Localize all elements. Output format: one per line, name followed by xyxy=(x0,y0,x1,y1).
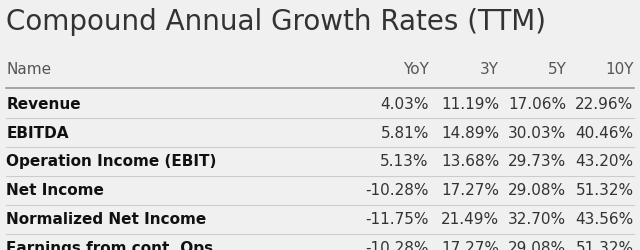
Text: 5Y: 5Y xyxy=(548,61,566,76)
Text: YoY: YoY xyxy=(403,61,429,76)
Text: 17.27%: 17.27% xyxy=(441,182,499,198)
Text: -11.75%: -11.75% xyxy=(365,211,429,226)
Text: 43.20%: 43.20% xyxy=(575,154,634,169)
Text: 51.32%: 51.32% xyxy=(575,182,634,198)
Text: 43.56%: 43.56% xyxy=(575,211,634,226)
Text: Name: Name xyxy=(6,61,52,76)
Text: 40.46%: 40.46% xyxy=(575,125,634,140)
Text: 29.08%: 29.08% xyxy=(508,182,566,198)
Text: 4.03%: 4.03% xyxy=(380,96,429,111)
Text: 30.03%: 30.03% xyxy=(508,125,566,140)
Text: 29.73%: 29.73% xyxy=(508,154,566,169)
Text: 21.49%: 21.49% xyxy=(441,211,499,226)
Text: Revenue: Revenue xyxy=(6,96,81,111)
Text: 22.96%: 22.96% xyxy=(575,96,634,111)
Text: Operation Income (EBIT): Operation Income (EBIT) xyxy=(6,154,217,169)
Text: EBITDA: EBITDA xyxy=(6,125,69,140)
Text: 17.27%: 17.27% xyxy=(441,240,499,250)
Text: 32.70%: 32.70% xyxy=(508,211,566,226)
Text: 3Y: 3Y xyxy=(480,61,499,76)
Text: 17.06%: 17.06% xyxy=(508,96,566,111)
Text: Compound Annual Growth Rates (TTM): Compound Annual Growth Rates (TTM) xyxy=(6,8,547,36)
Text: Net Income: Net Income xyxy=(6,182,104,198)
Text: -10.28%: -10.28% xyxy=(365,182,429,198)
Text: 51.32%: 51.32% xyxy=(575,240,634,250)
Text: 29.08%: 29.08% xyxy=(508,240,566,250)
Text: 11.19%: 11.19% xyxy=(441,96,499,111)
Text: 5.13%: 5.13% xyxy=(380,154,429,169)
Text: -10.28%: -10.28% xyxy=(365,240,429,250)
Text: 10Y: 10Y xyxy=(605,61,634,76)
Text: Normalized Net Income: Normalized Net Income xyxy=(6,211,207,226)
Text: 13.68%: 13.68% xyxy=(441,154,499,169)
Text: 14.89%: 14.89% xyxy=(441,125,499,140)
Text: Earnings from cont. Ops: Earnings from cont. Ops xyxy=(6,240,214,250)
Text: 5.81%: 5.81% xyxy=(380,125,429,140)
